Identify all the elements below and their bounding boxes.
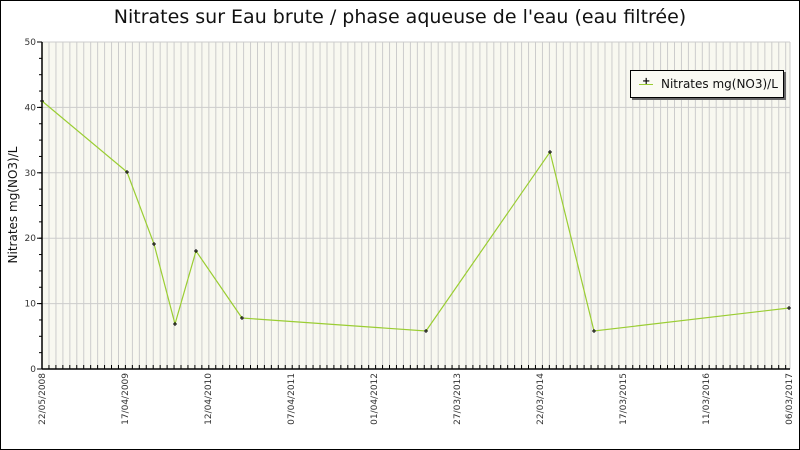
svg-text:20: 20 bbox=[25, 234, 37, 244]
data-markers bbox=[40, 99, 791, 333]
series-line-nitrates bbox=[41, 100, 790, 332]
chart-title: Nitrates sur Eau brute / phase aqueuse d… bbox=[113, 6, 687, 28]
legend-line-marker-icon bbox=[639, 76, 653, 87]
svg-text:30: 30 bbox=[25, 169, 37, 179]
svg-text:10: 10 bbox=[25, 300, 37, 310]
svg-text:50: 50 bbox=[25, 38, 37, 48]
svg-text:40: 40 bbox=[25, 103, 37, 113]
legend: Nitrates mg(NO3)/L bbox=[630, 70, 784, 98]
x-axis: 22/05/2008 17/04/2009 12/04/2010 07/04/2011… bbox=[38, 365, 795, 425]
y-axis-title: Nitrates mg(NO3)/L bbox=[6, 146, 20, 263]
svg-text:27/03/2013: 27/03/2013 bbox=[453, 373, 463, 425]
legend-label: Nitrates mg(NO3)/L bbox=[661, 77, 778, 91]
svg-text:17/03/2015: 17/03/2015 bbox=[619, 373, 629, 425]
svg-text:06/03/2017: 06/03/2017 bbox=[785, 373, 795, 425]
svg-text:17/04/2009: 17/04/2009 bbox=[121, 373, 131, 425]
svg-text:0: 0 bbox=[30, 365, 36, 375]
svg-text:07/04/2011: 07/04/2011 bbox=[287, 373, 297, 425]
y-axis: 0 10 20 30 40 50 bbox=[25, 38, 43, 375]
svg-text:22/03/2014: 22/03/2014 bbox=[536, 373, 546, 425]
svg-text:22/05/2008: 22/05/2008 bbox=[38, 373, 48, 425]
svg-text:01/04/2012: 01/04/2012 bbox=[370, 373, 380, 425]
svg-text:11/03/2016: 11/03/2016 bbox=[702, 373, 712, 425]
svg-text:12/04/2010: 12/04/2010 bbox=[204, 373, 214, 425]
